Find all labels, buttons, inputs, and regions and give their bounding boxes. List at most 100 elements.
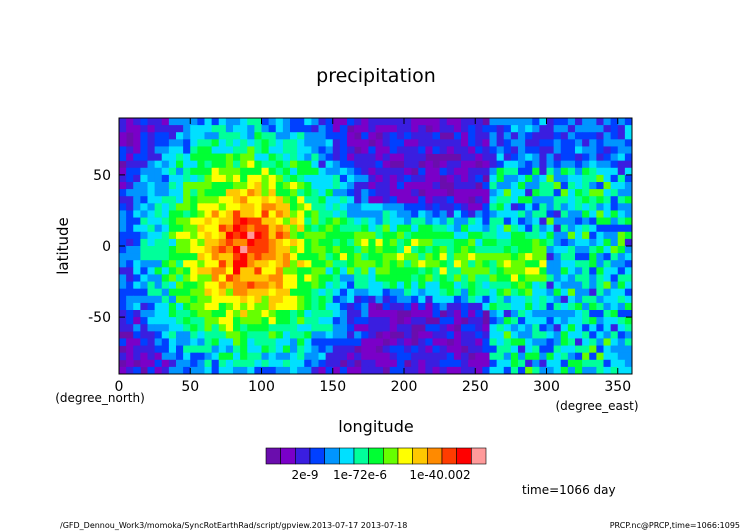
heatmap-cell: [261, 139, 270, 147]
heatmap-cell: [339, 274, 348, 282]
heatmap-cell: [126, 338, 134, 346]
heatmap-cell: [176, 295, 184, 304]
heatmap-cell: [318, 118, 327, 126]
heatmap-cell: [347, 174, 355, 183]
heatmap-cell: [304, 267, 312, 275]
heatmap-cell: [247, 331, 255, 339]
heatmap-cell: [503, 317, 512, 325]
heatmap-cell: [582, 352, 590, 361]
heatmap-cell: [268, 153, 277, 162]
heatmap-cell: [240, 139, 248, 147]
heatmap-cell: [361, 267, 369, 275]
heatmap-cell: [147, 224, 156, 233]
heatmap-cell: [347, 267, 355, 275]
x-tick-label: 350: [604, 379, 631, 395]
heatmap-cell: [532, 118, 540, 126]
heatmap-cell: [183, 274, 191, 282]
heatmap-cell: [311, 310, 319, 318]
heatmap-cell: [268, 160, 277, 169]
heatmap-cell: [567, 281, 576, 290]
heatmap-cell: [211, 274, 220, 282]
heatmap-cell: [240, 274, 248, 282]
heatmap-cell: [176, 217, 184, 226]
heatmap-cell: [290, 267, 298, 275]
heatmap-cell: [496, 338, 505, 346]
heatmap-cell: [432, 174, 441, 183]
heatmap-cell: [304, 139, 312, 147]
y-tick-label: 50: [93, 168, 111, 184]
heatmap-cell: [140, 302, 148, 311]
heatmap-cell: [482, 359, 490, 368]
heatmap-cell: [589, 125, 597, 133]
heatmap-cell: [282, 139, 291, 147]
heatmap-cell: [254, 217, 262, 226]
heatmap-cell: [589, 153, 597, 162]
heatmap-cell: [240, 146, 248, 154]
heatmap-cell: [176, 288, 184, 297]
heatmap-cell: [332, 189, 341, 197]
heatmap-cell: [282, 132, 291, 140]
heatmap-cell: [382, 203, 391, 211]
heatmap-cell: [439, 203, 448, 211]
heatmap-cell: [347, 345, 355, 354]
heatmap-cell: [404, 146, 412, 154]
heatmap-cell: [482, 267, 490, 275]
heatmap-cell: [404, 238, 412, 247]
heatmap-cell: [453, 217, 462, 226]
heatmap-cell: [368, 132, 376, 140]
heatmap-cell: [411, 366, 419, 374]
heatmap-cell: [190, 238, 198, 247]
heatmap-cell: [282, 338, 291, 346]
heatmap-cell: [126, 210, 134, 218]
heatmap-cell: [147, 338, 156, 346]
heatmap-cell: [624, 338, 632, 346]
heatmap-cell: [339, 189, 348, 197]
heatmap-cell: [525, 324, 533, 332]
heatmap-cell: [596, 253, 604, 261]
heatmap-cell: [404, 210, 412, 218]
heatmap-cell: [411, 238, 419, 247]
heatmap-cell: [510, 267, 519, 275]
heatmap-cell: [482, 125, 490, 133]
heatmap-cell: [126, 345, 134, 354]
heatmap-cell: [539, 295, 547, 304]
heatmap-cell: [475, 267, 483, 275]
heatmap-cell: [247, 246, 255, 254]
heatmap-cell: [525, 352, 533, 361]
heatmap-cell: [596, 231, 604, 240]
heatmap-cell: [211, 146, 220, 154]
heatmap-cell: [539, 146, 547, 154]
heatmap-cell: [211, 210, 220, 218]
heatmap-cell: [560, 231, 569, 240]
heatmap-cell: [525, 331, 533, 339]
heatmap-cell: [518, 317, 526, 325]
heatmap-cell: [297, 182, 305, 190]
heatmap-cell: [126, 196, 134, 204]
heatmap-cell: [240, 118, 248, 126]
heatmap-cell: [318, 174, 327, 183]
heatmap-cell: [389, 189, 398, 197]
heatmap-cell: [218, 324, 227, 332]
heatmap-cell: [518, 231, 526, 240]
heatmap-cell: [439, 224, 448, 233]
heatmap-cell: [240, 174, 248, 183]
heatmap-cell: [325, 153, 334, 162]
heatmap-cell: [233, 274, 241, 282]
heatmap-cell: [368, 238, 376, 247]
heatmap-cell: [233, 288, 241, 297]
heatmap-cell: [389, 366, 398, 374]
heatmap-cell: [553, 260, 562, 268]
heatmap-cell: [197, 210, 205, 218]
heatmap-cell: [375, 196, 384, 204]
heatmap-cell: [183, 224, 191, 233]
heatmap-cell: [389, 139, 398, 147]
heatmap-cell: [453, 189, 462, 197]
heatmap-cell: [168, 295, 177, 304]
heatmap-cell: [304, 274, 312, 282]
heatmap-cell: [218, 203, 227, 211]
heatmap-cell: [261, 274, 270, 282]
heatmap-cell: [304, 125, 312, 133]
heatmap-cell: [240, 246, 248, 254]
heatmap-cell: [154, 182, 163, 190]
heatmap-cell: [297, 231, 305, 240]
